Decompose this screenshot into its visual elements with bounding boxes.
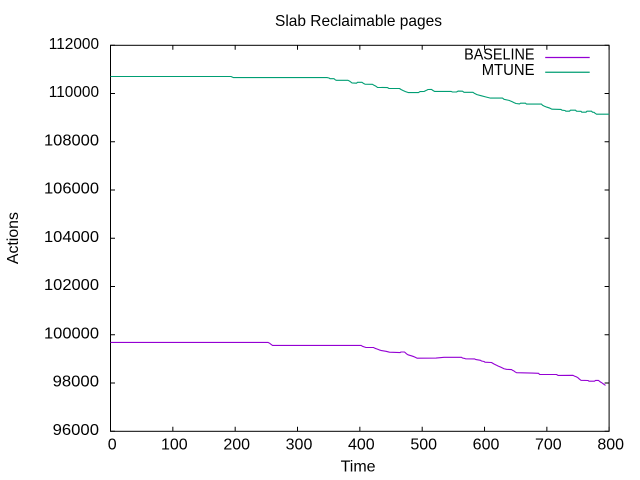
svg-text:112000: 112000 [49,36,99,53]
svg-text:400: 400 [348,437,375,454]
svg-text:106000: 106000 [44,181,99,198]
svg-text:Slab Reclaimable pages: Slab Reclaimable pages [275,13,442,30]
svg-text:600: 600 [473,437,500,454]
svg-text:108000: 108000 [44,132,99,149]
svg-text:500: 500 [410,437,437,454]
svg-text:110000: 110000 [49,84,99,101]
svg-text:102000: 102000 [44,277,99,294]
svg-text:0: 0 [108,437,117,454]
svg-text:300: 300 [286,437,313,454]
svg-text:700: 700 [535,437,562,454]
svg-text:98000: 98000 [53,374,99,391]
svg-text:100000: 100000 [44,325,99,342]
svg-text:200: 200 [223,437,250,454]
svg-text:104000: 104000 [44,229,99,246]
svg-text:BASELINE: BASELINE [464,47,534,64]
svg-text:100: 100 [161,437,188,454]
svg-text:Actions: Actions [5,212,22,264]
svg-text:MTUNE: MTUNE [482,62,535,79]
svg-text:800: 800 [597,437,624,454]
svg-text:96000: 96000 [53,422,99,439]
svg-text:Time: Time [341,458,376,475]
